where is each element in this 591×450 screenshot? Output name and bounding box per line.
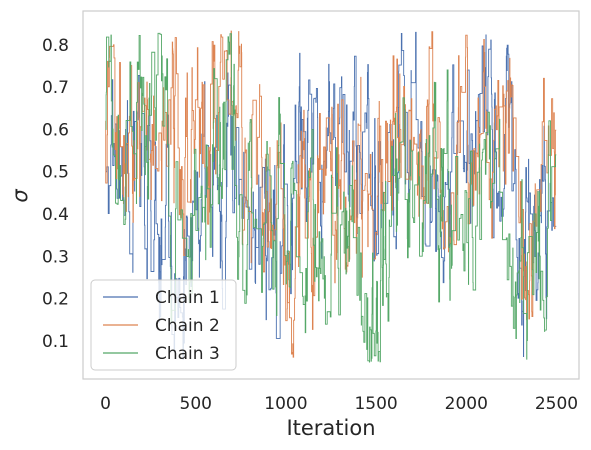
- y-tick-label: 0.2: [42, 290, 69, 310]
- legend-label-chain-2: Chain 2: [155, 316, 220, 336]
- y-tick-label: 0.7: [42, 78, 69, 98]
- x-tick-label: 1500: [354, 394, 397, 414]
- y-tick-label: 0.6: [42, 120, 69, 140]
- y-axis-label: σ: [8, 189, 32, 203]
- y-tick-label: 0.3: [42, 247, 69, 267]
- y-tick-label: 0.1: [42, 332, 69, 352]
- y-tick-label: 0.8: [42, 36, 69, 56]
- y-axis-ticks: 0.1 0.2 0.3 0.4 0.5 0.6 0.7 0.8: [42, 36, 69, 352]
- legend: Chain 1 Chain 2 Chain 3: [91, 280, 236, 370]
- x-tick-label: 1000: [264, 394, 307, 414]
- y-tick-label: 0.4: [42, 205, 69, 225]
- x-axis-ticks: 0 500 1000 1500 2000 2500: [100, 394, 578, 414]
- x-tick-label: 500: [180, 394, 212, 414]
- x-tick-label: 2000: [445, 394, 488, 414]
- x-tick-label: 2500: [535, 394, 578, 414]
- x-axis-label: Iteration: [286, 416, 375, 440]
- legend-label-chain-1: Chain 1: [155, 288, 220, 308]
- legend-label-chain-3: Chain 3: [155, 344, 220, 364]
- y-tick-label: 0.5: [42, 163, 69, 183]
- x-tick-label: 0: [100, 394, 111, 414]
